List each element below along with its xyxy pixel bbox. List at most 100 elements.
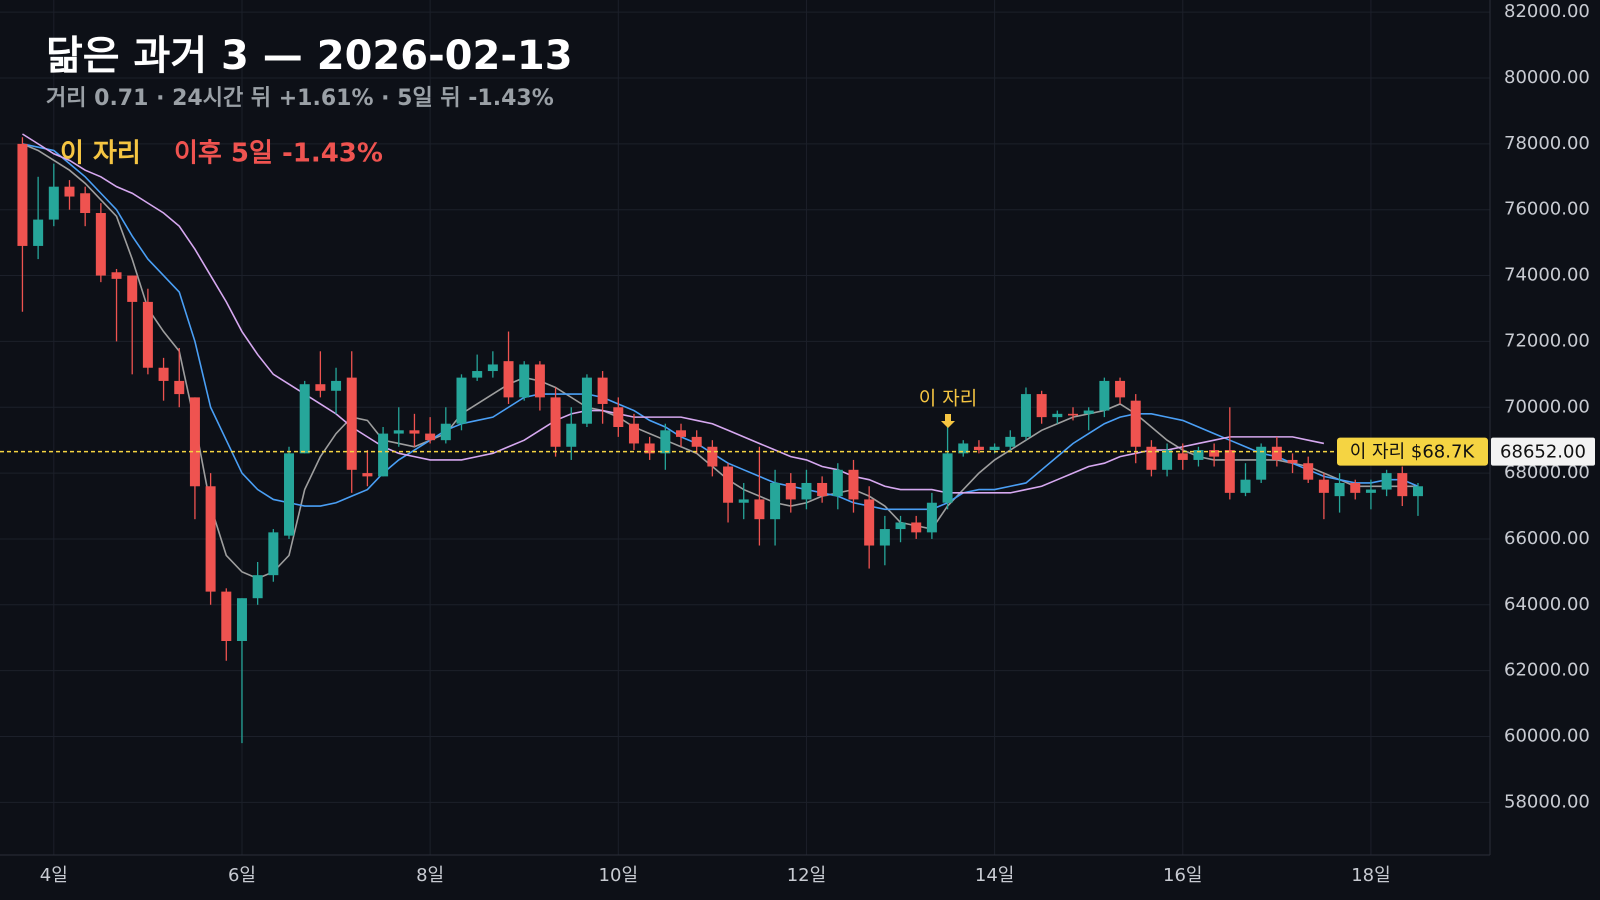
candle-body [1193,450,1204,460]
candle-body [707,446,718,467]
x-tick-label: 14일 [975,865,1014,886]
candle-body [973,446,984,451]
candle-body [1397,473,1408,497]
candle-body [1240,479,1251,493]
candle-body [440,423,451,441]
candle-body [95,213,106,276]
candle-body [550,397,561,447]
candle-body [1099,380,1110,411]
candle-body [770,482,781,520]
reference: 이 자리 $68.7K 68652.00 [0,437,1595,466]
candle-body [628,423,639,444]
y-tick-label: 74000.00 [1504,265,1590,286]
candle-body [378,433,389,477]
candle-body [1005,436,1016,447]
y-tick-label: 80000.00 [1504,67,1590,88]
candle-body [801,482,812,500]
candle-body [958,443,969,454]
y-tick-label: 58000.00 [1504,791,1590,812]
chart-subtitle: 거리 0.71 · 24시간 뒤 +1.61% · 5일 뒤 -1.43% [46,86,554,111]
candle-body [1020,394,1031,437]
candle-body [80,193,91,214]
legend-label: 이후 5일 -1.43% [174,139,383,169]
candle-body [785,482,796,500]
axes: 58000.00 60000.00 62000.00 64000.00 66000.00… [40,1,1590,886]
legend-label: 이 자리 [60,139,141,169]
candle-body [409,430,420,434]
candle-body [1365,489,1376,493]
candle-body [472,371,483,378]
candle-body [832,469,843,497]
candle-body [205,486,216,592]
y-tick-label: 72000.00 [1504,330,1590,351]
candle-body [519,364,530,398]
x-tick-label: 12일 [787,865,826,886]
candle-body [127,275,138,302]
candle-body [817,482,828,497]
candle-body [1209,450,1220,457]
candle-body [1162,450,1173,470]
candle-body [597,377,608,404]
candle-body [362,473,373,477]
candle-body [425,433,436,441]
candle-body [315,384,326,391]
candle-body [393,430,404,434]
chart-title: 닮은 과거 3 — 2026-02-13 [46,33,573,79]
y-tick-label: 60000.00 [1504,725,1590,746]
candle-body [895,522,906,530]
x-tick-label: 8일 [416,865,444,886]
annotation: 이 자리 [919,388,977,410]
candle-body [864,499,875,546]
x-tick-label: 6일 [228,865,256,886]
candle-body [221,591,232,642]
candle-body [926,502,937,533]
candle-body [1224,450,1235,493]
candle-body [676,430,687,437]
x-tick-label: 4일 [40,865,68,886]
candle-body [1287,459,1298,464]
candle-body [566,423,577,447]
y-tick-label: 66000.00 [1504,528,1590,549]
y-tick-label: 78000.00 [1504,133,1590,154]
candle-body [236,598,247,642]
candles [17,137,1423,744]
candle-body [1052,413,1063,418]
candle-body [189,397,200,487]
y-tick-label: 68000.00 [1504,462,1590,483]
candle-body [111,272,122,279]
candle-body [1115,380,1126,398]
candle-body [268,532,279,576]
candle-body [299,384,310,454]
candle-body [1381,473,1392,490]
candle-body [1130,400,1141,447]
candle-body [1146,446,1157,470]
annotation-arrow [941,414,955,428]
price-label-box [1491,437,1595,466]
candle-body [738,499,749,503]
candle-body [989,446,1000,451]
candle-body [1036,394,1047,418]
moving-average-line [22,143,1419,511]
candle-body [879,529,890,546]
y-tick-label: 64000.00 [1504,594,1590,615]
candle-body [754,499,765,520]
candle-body [723,466,734,503]
candle-body [644,443,655,454]
reference-tag: 이 자리 $68.7K [1350,442,1476,463]
y-tick-label: 76000.00 [1504,199,1590,220]
candle-body [581,377,592,424]
y-tick-label: 82000.00 [1504,1,1590,22]
reference-tag-box [1337,437,1488,466]
candle-body [487,364,498,372]
candle-body [613,407,624,428]
candle-body [17,143,28,246]
candle-body [503,361,514,398]
candle-body [1177,453,1188,460]
candle-body [534,364,545,398]
candle-body [1271,446,1282,460]
candle-body [1068,413,1079,416]
candle-body [48,186,59,220]
candle-body [1350,482,1361,493]
candle-body [1303,463,1314,480]
